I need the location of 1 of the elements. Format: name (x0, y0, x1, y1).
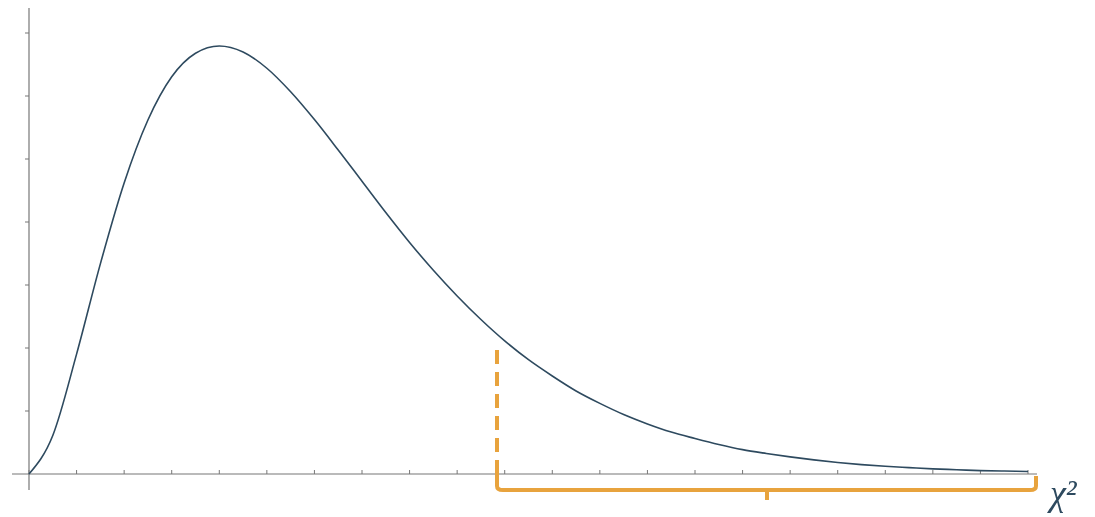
x-axis-title: χ² (1047, 473, 1078, 513)
